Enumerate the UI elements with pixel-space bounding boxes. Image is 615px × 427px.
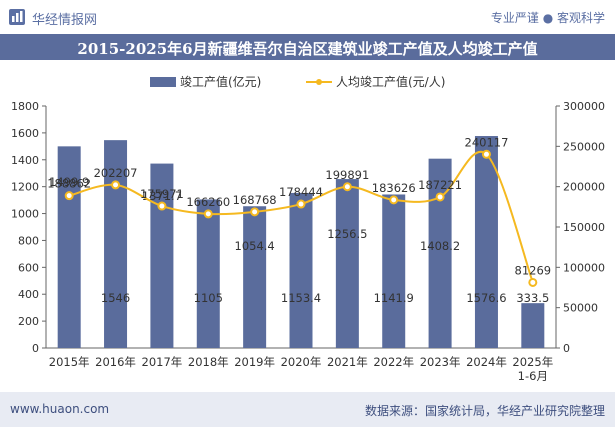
line-value-label: 166260 — [186, 195, 230, 209]
line-value-label: 178444 — [279, 185, 323, 199]
combo-chart: 竣工产值(亿元) 人均竣工产值(元/人) 0 200 400 600 800 1000 1200… — [11, 74, 605, 383]
y-left-tick-label: 200 — [18, 315, 39, 328]
x-tick-label: 1-6月 — [518, 369, 548, 383]
bar-mark — [289, 192, 313, 348]
x-tick-label: 2016年 — [95, 355, 136, 369]
y-right-tick-label: 50000 — [563, 302, 598, 315]
legend-marker-line — [316, 79, 322, 85]
x-tick-label: 2015年 — [49, 355, 90, 369]
title-bar: 2015-2025年6月新疆维吾尔自治区建筑业竣工产值及人均竣工产值 — [0, 34, 615, 60]
line-value-label: 187221 — [418, 178, 462, 192]
y-left-tick-label: 0 — [32, 342, 39, 355]
line-point — [203, 209, 213, 219]
line-value-label: 202207 — [94, 166, 138, 180]
data-source: 数据来源：国家统计局，华经产业研究院整理 — [364, 404, 605, 418]
bar-value-label: 333.5 — [516, 291, 549, 305]
website-link[interactable]: www.huaon.com — [10, 402, 110, 416]
y-left-tick-label: 1400 — [11, 154, 39, 167]
top-bar: 华经情报网 专业严谨 ● 客观科学 — [0, 0, 615, 34]
legend-swatch-bar — [150, 77, 176, 87]
line-series-path — [68, 150, 534, 283]
y-left-tick-label: 600 — [18, 261, 39, 274]
line-value-label: 183626 — [372, 181, 416, 195]
legend-label-line: 人均竣工产值(元/人) — [336, 74, 445, 89]
bar-mark — [428, 158, 452, 348]
line-value-label: 240117 — [465, 135, 509, 149]
y-left-tick-label: 1000 — [11, 208, 39, 221]
x-tick-label: 2019年 — [234, 355, 275, 369]
y-right-tick-label: 200000 — [563, 181, 605, 194]
line-point — [111, 180, 121, 190]
bar-mark — [150, 163, 174, 348]
bar-value-label: 1371.7 — [142, 189, 182, 203]
bar-mark — [382, 194, 406, 348]
y-left-tick-label: 1600 — [11, 127, 39, 140]
bar-value-label: 1054.4 — [235, 239, 275, 253]
x-tick-label: 2020年 — [281, 355, 322, 369]
line-point — [389, 195, 399, 205]
y-right-tick-label: 300000 — [563, 100, 605, 113]
bar-mark — [335, 179, 359, 348]
bar-value-label: 1408.2 — [420, 239, 460, 253]
bar-mark — [243, 206, 267, 348]
line-point — [64, 191, 74, 201]
bar-value-label: 1546 — [101, 291, 130, 305]
x-tick-label: 2024年 — [466, 355, 507, 369]
y-left-tick-label: 400 — [18, 288, 39, 301]
y-left-tick-label: 800 — [18, 234, 39, 247]
x-tick-label: 2018年 — [188, 355, 229, 369]
x-tick-label: 2025年 — [512, 355, 553, 369]
bar-value-label: 1499.9 — [49, 175, 89, 189]
line-point — [342, 182, 352, 192]
x-tick-label: 2017年 — [142, 355, 183, 369]
line-value-label: 81269 — [515, 263, 552, 277]
line-value-label: 168768 — [233, 193, 277, 207]
line-point — [435, 192, 445, 202]
y-left-tick-label: 1800 — [11, 100, 39, 113]
bar-value-label: 1576.6 — [466, 291, 506, 305]
bar-mark — [521, 303, 545, 348]
bar-value-label: 1141.9 — [374, 291, 414, 305]
brand-logo-icon — [9, 9, 25, 25]
bar-mark — [104, 140, 128, 348]
bar-mark — [57, 146, 81, 348]
x-tick-label: 2022年 — [373, 355, 414, 369]
line-value-label: 188862 — [47, 177, 91, 191]
bar-value-label: 1256.5 — [327, 227, 367, 241]
bar-value-label: 1105 — [194, 291, 223, 305]
line-point — [296, 199, 306, 209]
x-tick-label: 2021年 — [327, 355, 368, 369]
bar-mark — [474, 136, 498, 348]
legend-label-bar: 竣工产值(亿元) — [180, 74, 261, 89]
y-right-tick-label: 250000 — [563, 140, 605, 153]
bar-value-label: 1153.4 — [281, 291, 321, 305]
y-right-tick-label: 150000 — [563, 221, 605, 234]
footer-bar: www.huaon.com 数据来源：国家统计局，华经产业研究院整理 — [0, 392, 615, 427]
y-right-tick-label: 0 — [563, 342, 570, 355]
brand-name: 华经情报网 — [32, 13, 98, 28]
bar-mark — [196, 199, 220, 348]
line-point — [157, 201, 167, 211]
x-tick-label: 2023年 — [420, 355, 461, 369]
line-point — [250, 207, 260, 217]
y-right-tick-label: 100000 — [563, 261, 605, 274]
line-point — [481, 149, 491, 159]
line-point — [528, 277, 538, 287]
chart-title: 2015-2025年6月新疆维吾尔自治区建筑业竣工产值及人均竣工产值 — [77, 40, 538, 58]
line-value-label: 199891 — [325, 168, 369, 182]
line-value-label: 175971 — [140, 187, 184, 201]
y-left-tick-label: 1200 — [11, 181, 39, 194]
tagline: 专业严谨 ● 客观科学 — [490, 11, 605, 25]
